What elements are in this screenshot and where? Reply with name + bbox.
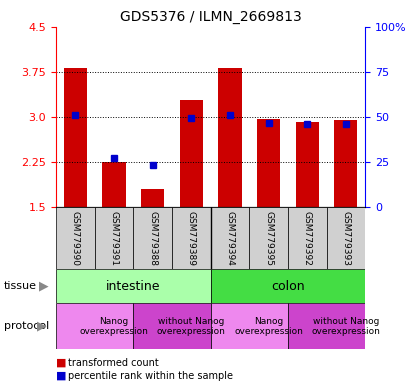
Bar [295, 122, 319, 207]
Text: colon: colon [271, 280, 305, 293]
Text: ▶: ▶ [39, 280, 49, 293]
Text: GSM779395: GSM779395 [264, 210, 273, 266]
Bar [103, 162, 126, 207]
Bar [288, 303, 365, 349]
Text: transformed count: transformed count [68, 358, 159, 368]
Text: GSM779389: GSM779389 [187, 210, 196, 266]
Bar [210, 269, 365, 303]
Bar [257, 119, 280, 207]
Text: without Nanog
overexpression: without Nanog overexpression [157, 317, 226, 336]
Text: intestine: intestine [106, 280, 161, 293]
Text: without Nanog
overexpression: without Nanog overexpression [311, 317, 380, 336]
Bar [327, 207, 365, 269]
Text: ▶: ▶ [37, 320, 46, 333]
Bar [288, 207, 327, 269]
Bar [56, 207, 95, 269]
Bar [133, 207, 172, 269]
Text: GSM779388: GSM779388 [148, 210, 157, 266]
Bar [334, 120, 357, 207]
Bar [141, 189, 164, 207]
Bar [56, 303, 133, 349]
Text: GSM779393: GSM779393 [342, 210, 350, 266]
Text: GSM779391: GSM779391 [110, 210, 119, 266]
Bar [249, 207, 288, 269]
Text: protocol: protocol [4, 321, 49, 331]
Text: GSM779392: GSM779392 [303, 211, 312, 265]
Text: GSM779394: GSM779394 [225, 211, 234, 265]
Bar [133, 303, 210, 349]
Bar [172, 207, 210, 269]
Text: tissue: tissue [4, 281, 37, 291]
Text: ■: ■ [56, 371, 66, 381]
Bar [56, 269, 210, 303]
Bar [64, 68, 87, 207]
Bar [210, 207, 249, 269]
Bar [95, 207, 133, 269]
Text: Nanog
overexpression: Nanog overexpression [234, 317, 303, 336]
Bar [210, 303, 288, 349]
Text: Nanog
overexpression: Nanog overexpression [80, 317, 149, 336]
Text: ■: ■ [56, 358, 66, 368]
Text: percentile rank within the sample: percentile rank within the sample [68, 371, 234, 381]
Bar [180, 100, 203, 207]
Title: GDS5376 / ILMN_2669813: GDS5376 / ILMN_2669813 [120, 10, 301, 25]
Text: GSM779390: GSM779390 [71, 210, 80, 266]
Bar [218, 68, 242, 207]
